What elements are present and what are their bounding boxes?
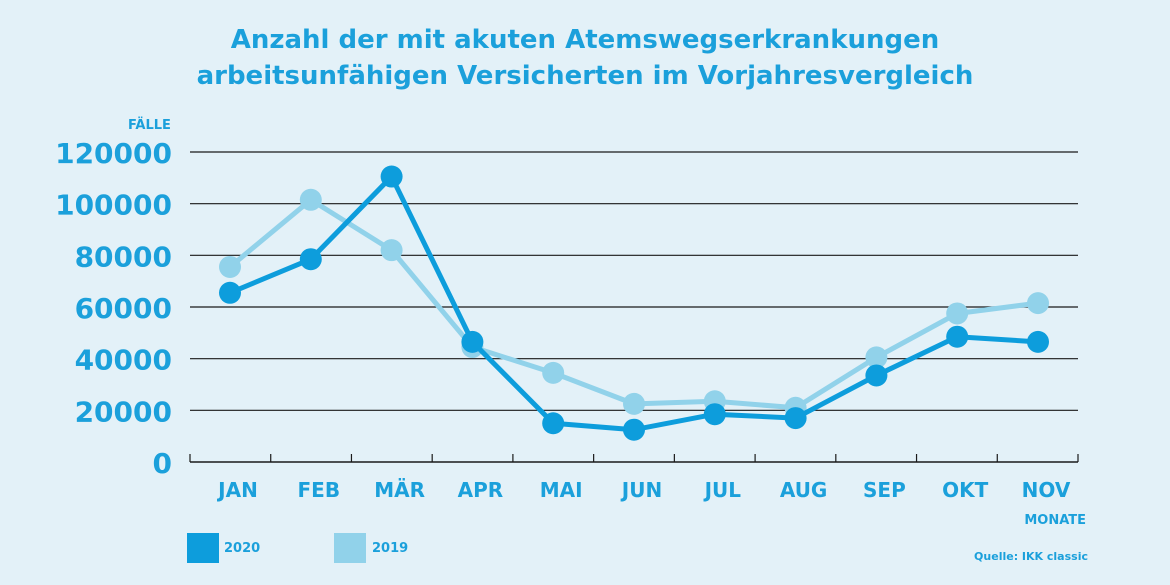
data-point-2020 [299,248,322,271]
x-axis-title: MONATE [1024,513,1086,528]
legend-swatch-2019 [334,533,366,563]
y-tick-label: 80000 [75,240,172,273]
data-point-2020 [542,412,565,435]
data-point-2019 [380,239,403,262]
data-point-2019 [299,188,322,211]
x-tick-label: MÄR [374,478,425,502]
data-point-2020 [703,403,726,426]
x-tick-label: JUN [620,478,662,502]
series-line-2019 [227,197,1041,411]
series-line-2020 [227,174,1041,433]
x-tick-label: AUG [780,478,828,502]
data-point-2020 [784,407,807,430]
data-point-2019 [865,346,888,369]
x-tick-label: OKT [942,478,989,502]
data-point-2020 [946,325,969,348]
y-tick-label: 100000 [55,189,172,222]
data-point-2020 [865,364,888,387]
data-point-2020 [623,418,645,441]
y-tick-label: 60000 [75,292,172,325]
data-point-2019 [219,255,241,278]
data-point-2019 [623,392,645,415]
y-axis-title: FÄLLE [128,117,171,133]
y-tick-label: 20000 [75,395,172,428]
x-tick-label: MAI [540,478,583,502]
legend-label-2019: 2019 [372,541,409,556]
chart-title-line-1: Anzahl der mit akuten Atemswegserkrankun… [230,25,940,55]
legend-label-2020: 2020 [224,541,261,556]
x-tick-label: SEP [863,478,906,502]
x-tick-label: NOV [1022,478,1071,502]
data-point-2019 [542,361,565,384]
x-tick-label: JAN [216,478,258,502]
x-tick-label: APR [458,478,504,502]
data-point-2020 [380,165,403,188]
y-tick-label: 40000 [75,344,172,377]
data-point-2020 [461,330,484,353]
x-tick-label: JUL [703,478,742,502]
y-tick-label: 120000 [55,137,172,170]
data-point-2019 [946,302,969,325]
data-point-2020 [219,281,241,304]
y-tick-label: 0 [153,447,172,480]
source-note: Quelle: IKK classic [974,550,1088,563]
chart-title-line-2: arbeitsunfähigen Versicherten im Vorjahr… [196,61,974,91]
data-point-2019 [1027,292,1049,315]
data-point-2020 [1027,330,1049,353]
legend-swatch-2020 [187,533,219,563]
chart-title: Anzahl der mit akuten Atemswegserkrankun… [0,22,1170,94]
x-tick-label: FEB [298,478,341,502]
